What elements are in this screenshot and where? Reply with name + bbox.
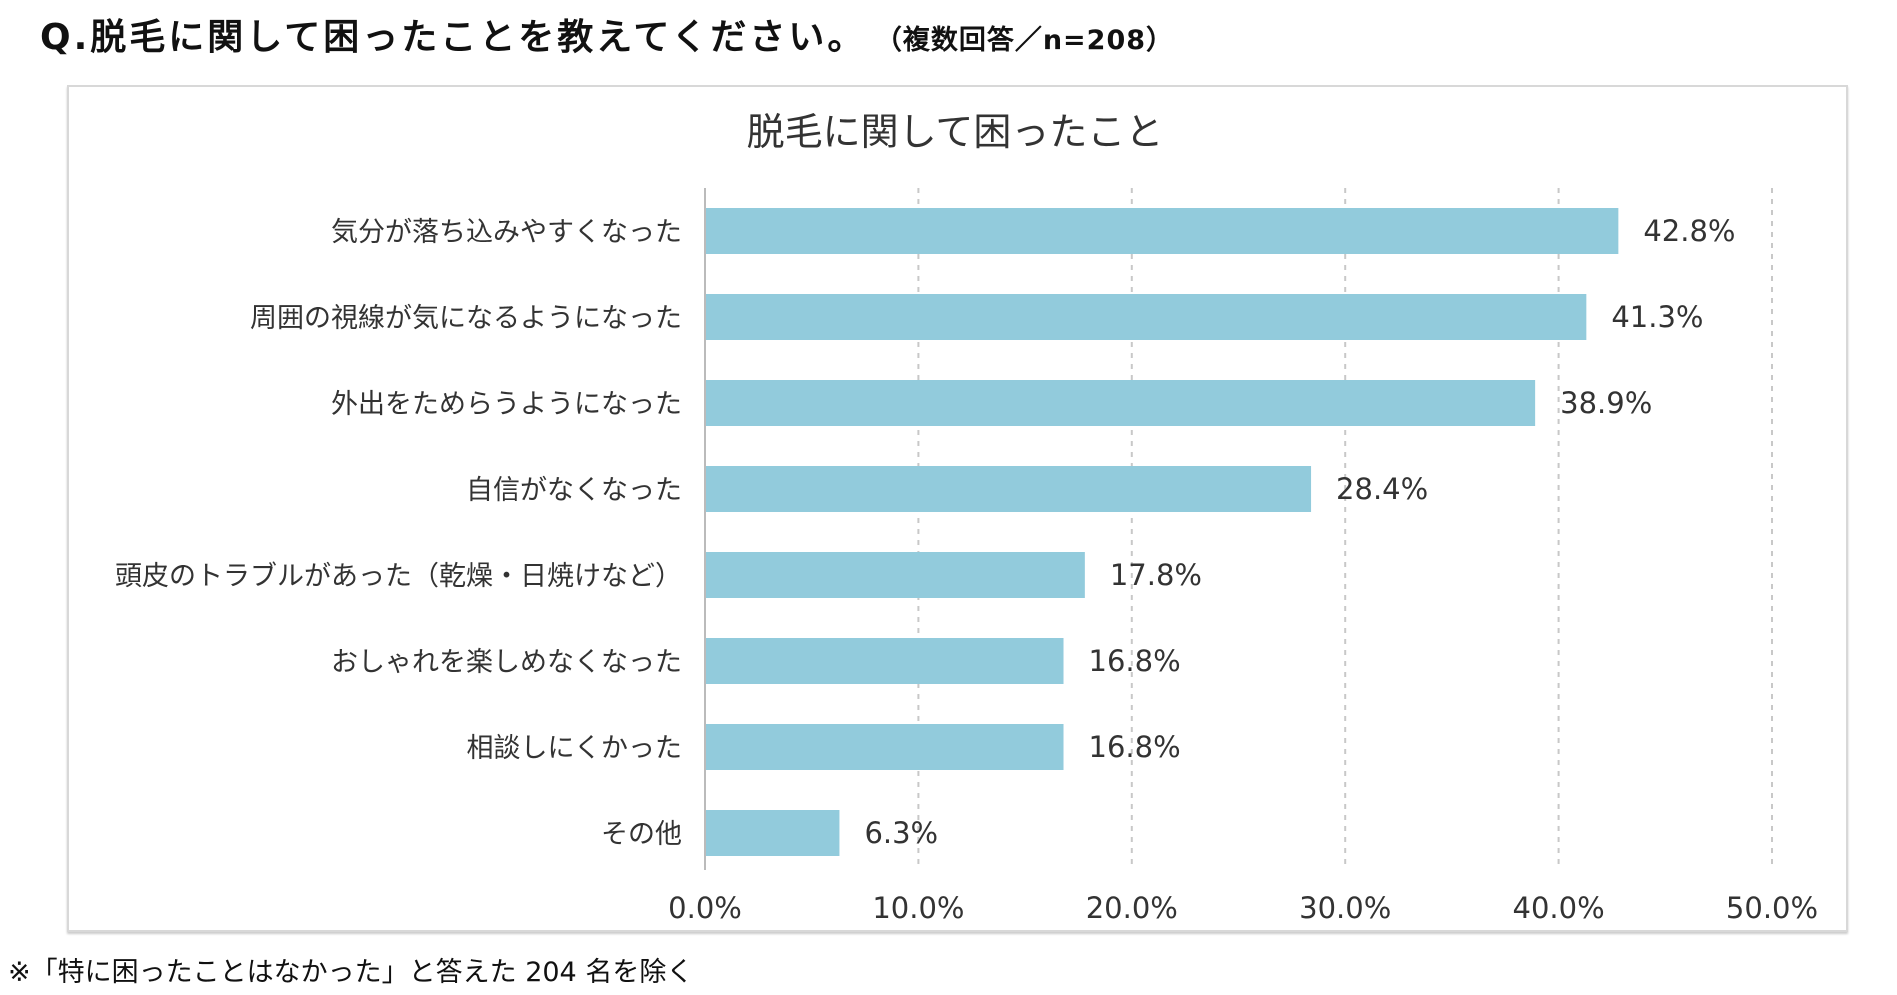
value-label: 16.8% — [1089, 644, 1181, 678]
value-label: 42.8% — [1643, 214, 1735, 248]
bar — [706, 466, 1312, 512]
value-label: 16.8% — [1089, 730, 1181, 764]
bar — [706, 638, 1064, 684]
x-tick-label: 30.0% — [1299, 891, 1391, 925]
x-tick-label: 0.0% — [668, 891, 742, 925]
category-label: 相談しにくかった — [467, 733, 682, 764]
category-label: 気分が落ち込みやすくなった — [331, 217, 682, 248]
category-label: その他 — [601, 819, 682, 850]
chart-title: 脱毛に関して困ったこと — [747, 110, 1164, 154]
x-tick-label: 40.0% — [1513, 891, 1605, 925]
value-label: 41.3% — [1611, 300, 1703, 334]
value-label: 28.4% — [1336, 472, 1428, 506]
value-label: 6.3% — [864, 816, 938, 850]
category-label: おしゃれを楽しめなくなった — [331, 647, 682, 678]
category-label: 頭皮のトラブルがあった（乾燥・日焼けなど） — [115, 561, 682, 592]
category-label: 自信がなくなった — [466, 475, 682, 506]
value-label: 17.8% — [1110, 558, 1202, 592]
bar — [706, 810, 840, 856]
category-label: 外出をためらうようになった — [331, 389, 682, 420]
question-title: Q.脱毛に関して困ったことを教えてください。 （複数回答／n=208） — [40, 8, 1174, 60]
x-tick-label: 10.0% — [872, 891, 964, 925]
bar — [706, 552, 1085, 598]
footnote: ※「特に困ったことはなかった」と答えた 204 名を除く — [8, 957, 694, 988]
category-label: 周囲の視線が気になるようになった — [250, 303, 682, 334]
question-note: （複数回答／n=208） — [888, 25, 1175, 56]
x-tick-label: 20.0% — [1086, 891, 1178, 925]
question-text: Q.脱毛に関して困ったことを教えてください。 — [40, 17, 867, 58]
bar — [706, 208, 1619, 254]
value-label: 38.9% — [1560, 386, 1652, 420]
x-tick-label: 50.0% — [1726, 891, 1818, 925]
bar — [706, 380, 1536, 426]
bar — [706, 294, 1587, 340]
bar — [706, 724, 1064, 770]
